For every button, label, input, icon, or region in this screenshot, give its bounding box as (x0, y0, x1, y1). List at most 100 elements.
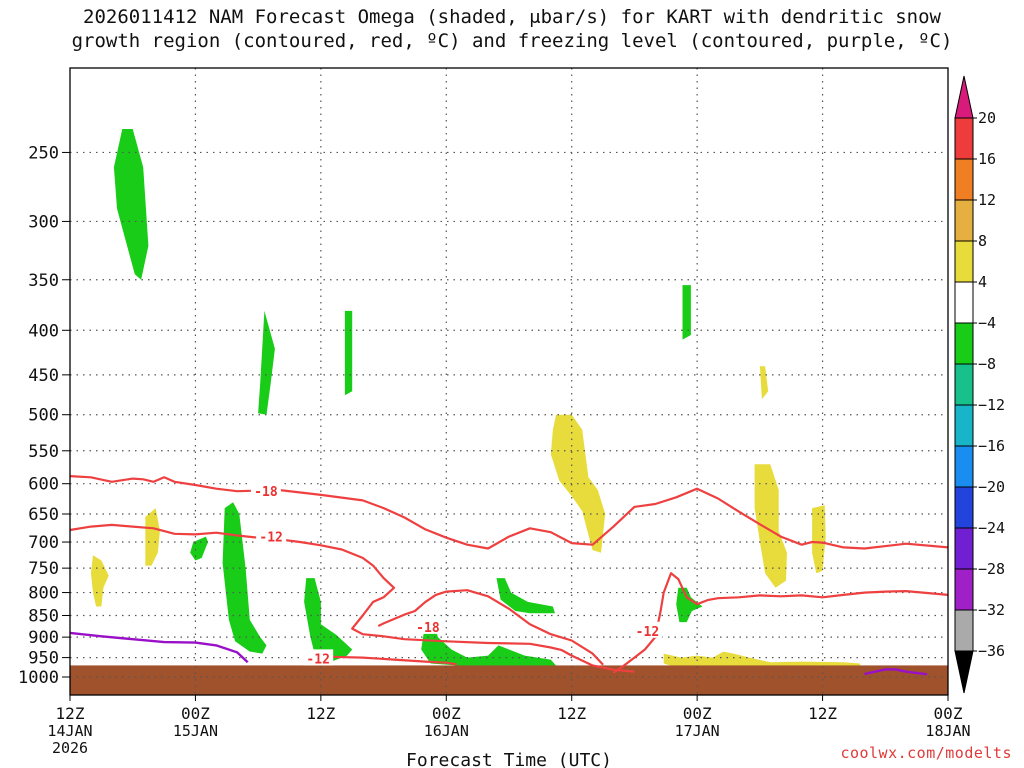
ytick-label: 300 (28, 212, 59, 232)
xtick-year-label: 2026 (52, 739, 88, 757)
omega-region-2 (344, 310, 353, 396)
ytick-label: 450 (28, 366, 59, 386)
chart-title-line-1: 2026011412 NAM Forecast Omega (shaded, μ… (83, 6, 941, 28)
ytick-label: 900 (28, 628, 59, 648)
xtick-label: 12Z (557, 704, 586, 723)
contour-label: -12 (306, 652, 329, 667)
freezing-level-contour-1 (864, 668, 928, 676)
dendritic-contour-3 (612, 572, 949, 674)
colorbar-label: 20 (978, 109, 996, 127)
colorbar-swatch (954, 404, 974, 447)
colorbar: 20 16 12 8 4 −4 −8 −12 −16 −20 −24 −28 −32 −36 (954, 75, 1005, 694)
xtick-label: 12Z (56, 704, 85, 723)
contour-label: -12 (259, 531, 282, 546)
colorbar-swatch (954, 281, 974, 324)
contour-label: -12 (636, 625, 659, 640)
chart-title-line-2: growth region (contoured, red, ºC) and f… (71, 30, 953, 52)
colorbar-label: −36 (978, 642, 1005, 660)
colorbar-label: −4 (978, 314, 996, 332)
omega-region-13 (759, 366, 769, 400)
colorbar-swatch (954, 568, 974, 611)
xtick-date-label: 14JAN (47, 722, 92, 740)
omega-region-7 (496, 578, 555, 614)
ytick-label: 700 (28, 533, 59, 553)
plot-frame (69, 67, 949, 696)
colorbar-cap-top (954, 75, 974, 119)
omega-region-3 (190, 536, 208, 561)
xtick-date-label: 17JAN (675, 722, 720, 740)
colorbar-swatch (954, 486, 974, 529)
site-watermark: coolwx.com/modelts (840, 744, 1012, 762)
omega-region-10 (90, 555, 109, 607)
omega-region-8 (682, 285, 691, 340)
omega-region-14 (754, 464, 787, 588)
colorbar-swatch (954, 609, 974, 652)
contour-label: -18 (254, 485, 278, 500)
omega-region-1 (258, 310, 275, 415)
grid-layer (70, 68, 948, 695)
x-axis-label: Forecast Time (UTC) (406, 750, 612, 768)
omega-region-5 (304, 578, 353, 662)
colorbar-label: 8 (978, 232, 987, 250)
xtick-label: 12Z (808, 704, 837, 723)
xtick-label: 00Z (934, 704, 963, 723)
colorbar-swatch (954, 240, 974, 283)
colorbar-label: −16 (978, 437, 1005, 455)
contour-layer: -18 -12 -18 -12 -12 (69, 475, 949, 676)
ytick-label: 950 (28, 649, 59, 669)
ytick-label: 350 (28, 271, 59, 291)
omega-shading-layer (90, 129, 861, 671)
colorbar-swatch (954, 445, 974, 488)
colorbar-label: 16 (978, 150, 996, 168)
omega-region-0 (113, 129, 149, 280)
dendritic-contour-4 (331, 655, 457, 666)
ytick-label: 650 (28, 505, 59, 525)
ytick-label: 250 (28, 143, 59, 163)
colorbar-swatch (954, 527, 974, 570)
dendritic-contour-2 (377, 589, 604, 666)
omega-region-9 (676, 587, 703, 623)
ytick-label: 550 (28, 442, 59, 462)
dendritic-contour-0 (69, 475, 949, 550)
omega-region-11 (145, 508, 160, 566)
contour-label-bg (250, 482, 281, 499)
xtick-label: 00Z (683, 704, 712, 723)
xtick-date-label: 16JAN (424, 722, 469, 740)
colorbar-label: −20 (978, 478, 1005, 496)
xtick-date-label: 15JAN (173, 722, 218, 740)
omega-region-4 (222, 502, 267, 654)
dendritic-contour-1 (69, 523, 635, 673)
ytick-label: 850 (28, 607, 59, 627)
colorbar-swatch (954, 117, 974, 160)
xtick-label: 00Z (432, 704, 461, 723)
colorbar-label: −24 (978, 519, 1005, 537)
xtick-date-label: 18JAN (925, 722, 970, 740)
ytick-label: 1000 (18, 668, 59, 688)
colorbar-label: −8 (978, 355, 996, 373)
ytick-label: 400 (28, 321, 59, 341)
axes-layer: 2503003504004505005506006507007508008509… (18, 67, 971, 768)
colorbar-swatch (954, 363, 974, 406)
colorbar-swatch (954, 158, 974, 201)
ytick-label: 800 (28, 584, 59, 604)
contour-label: -18 (416, 621, 440, 636)
colorbar-label: 4 (978, 273, 987, 291)
omega-region-15 (812, 505, 826, 574)
contour-label-bg (303, 649, 334, 666)
xtick-label: 12Z (306, 704, 335, 723)
colorbar-label: −12 (978, 396, 1005, 414)
ground-layer (70, 665, 948, 695)
ground-fill (70, 665, 948, 695)
contour-label-bg (256, 527, 287, 544)
ytick-label: 750 (28, 559, 59, 579)
xtick-label: 00Z (181, 704, 210, 723)
contour-label-bg (412, 617, 443, 634)
colorbar-label: −32 (978, 601, 1005, 619)
contour-label-bg (632, 621, 663, 638)
ytick-label: 500 (28, 406, 59, 426)
freezing-level-contour-0 (69, 631, 249, 664)
colorbar-label: −28 (978, 560, 1005, 578)
colorbar-cap-bottom (954, 650, 974, 694)
colorbar-label: 12 (978, 191, 996, 209)
